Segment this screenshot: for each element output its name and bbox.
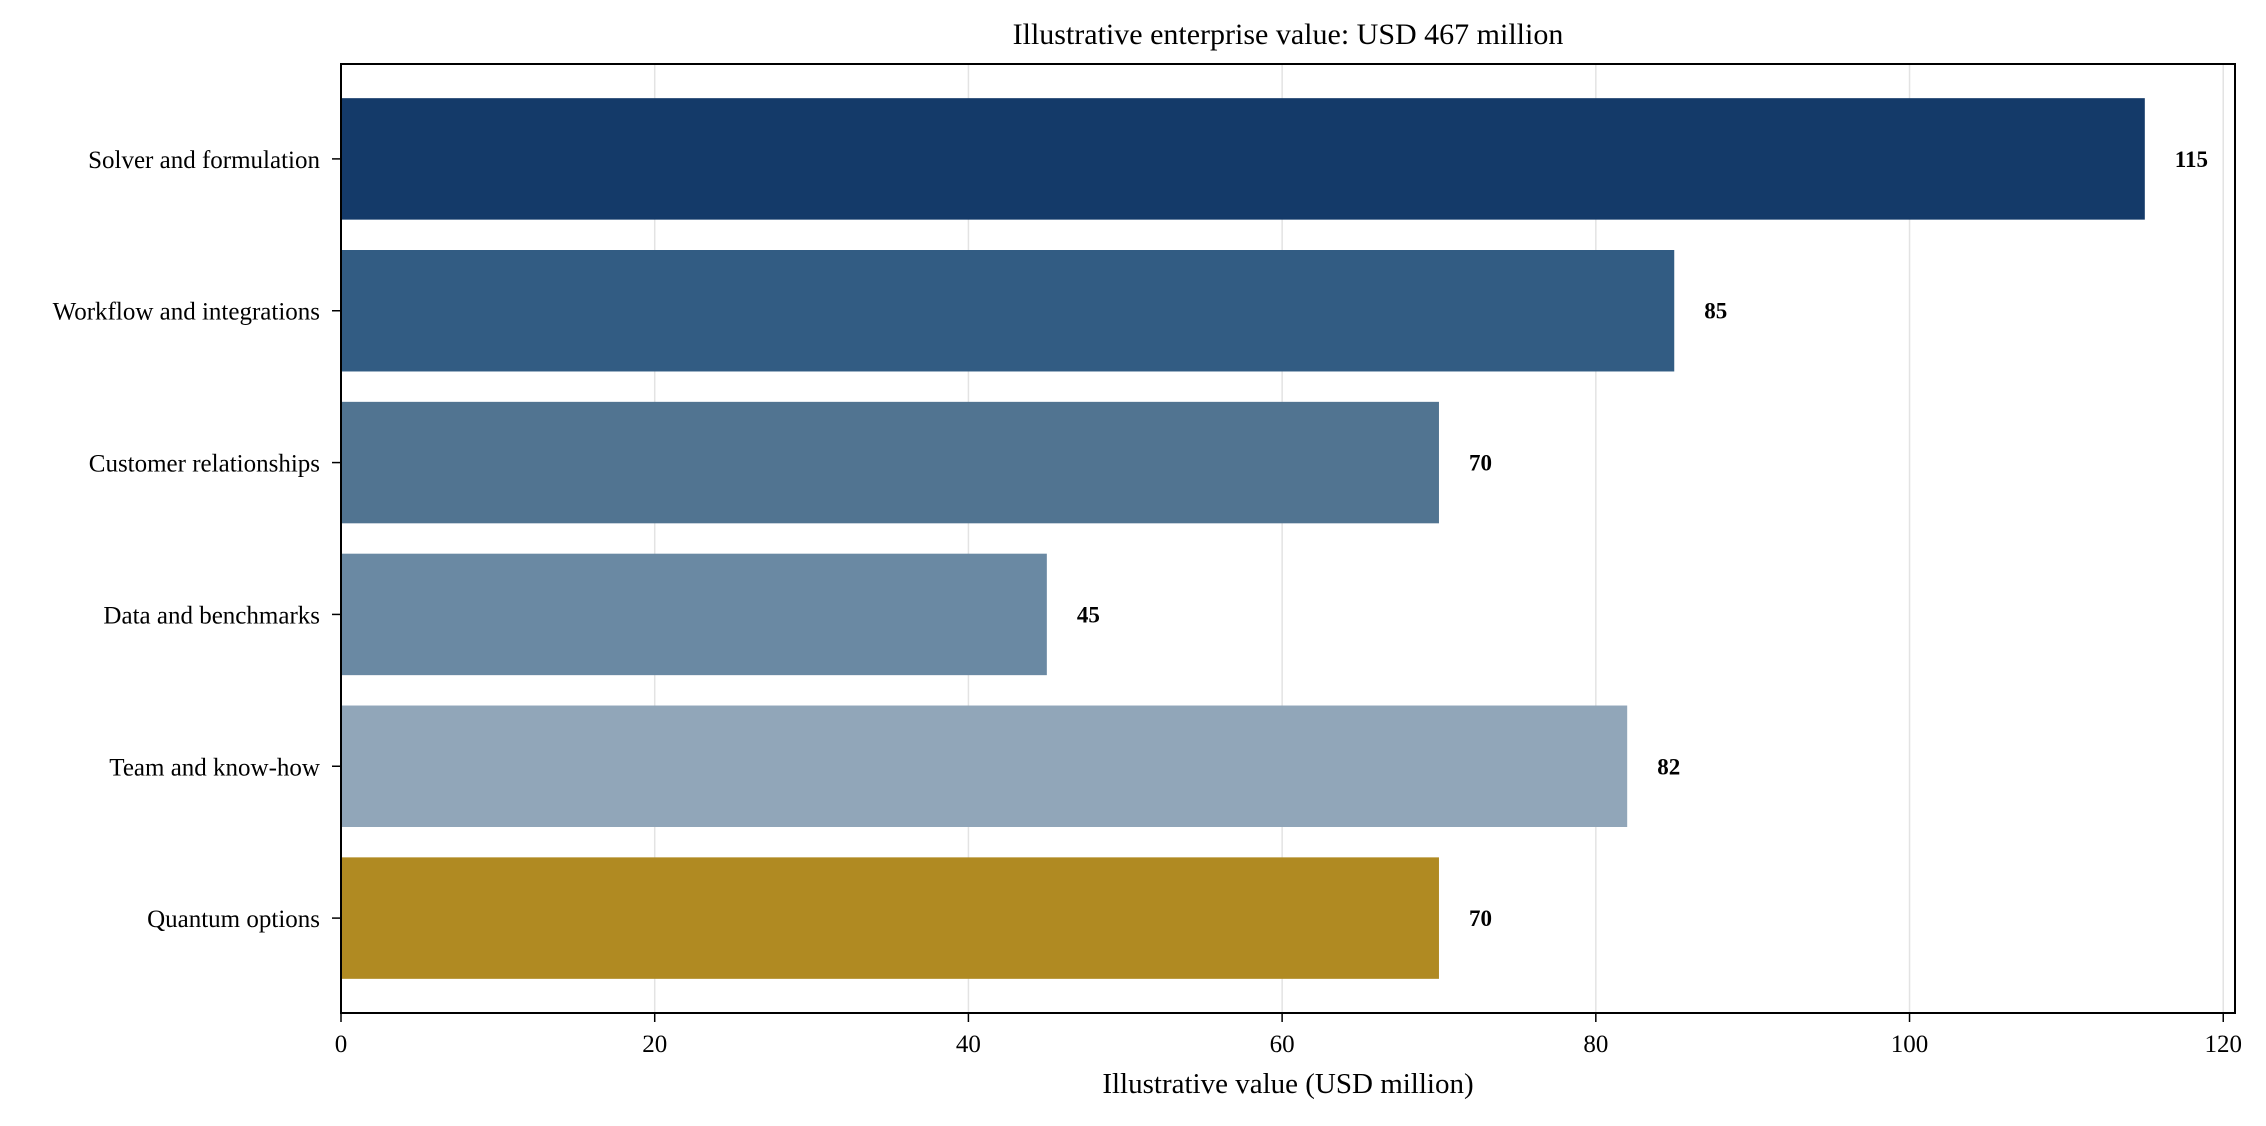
x-tick-label: 80: [1583, 1031, 1608, 1058]
x-tick-label: 60: [1270, 1031, 1295, 1058]
x-tick-label: 20: [642, 1031, 667, 1058]
bar-value-label: 115: [2175, 147, 2208, 172]
x-tick-label: 40: [956, 1031, 981, 1058]
axes-frame: [340, 63, 2236, 1014]
bar-value-label: 82: [1657, 754, 1680, 779]
bar: [341, 250, 1675, 372]
bar: [341, 553, 1047, 676]
label-layer: 115 Solver and formulation 85 Workflow and …: [53, 147, 2242, 1058]
x-tick-label: 0: [335, 1031, 348, 1058]
bar-value-label: 70: [1469, 451, 1492, 476]
y-tick-label: Solver and formulation: [88, 147, 320, 174]
bar: [341, 401, 1439, 524]
tick-layer: [332, 158, 2224, 1022]
bar: [341, 98, 2145, 220]
bar-value-label: 70: [1469, 906, 1492, 931]
bar-value-label: 45: [1077, 602, 1100, 627]
grid-layer: [653, 64, 2224, 1013]
y-tick-label: Workflow and integrations: [53, 299, 320, 326]
x-tick-label: 100: [1891, 1031, 1929, 1058]
x-tick-label: 120: [2204, 1031, 2242, 1058]
y-tick-label: Team and know-how: [109, 754, 320, 781]
y-tick-label: Data and benchmarks: [103, 602, 320, 629]
plot-frame: [340, 63, 2236, 1014]
y-tick-label: Customer relationships: [89, 451, 320, 478]
bar-layer: [341, 98, 2145, 979]
bar: [341, 705, 1628, 827]
x-axis-label: Illustrative value (USD million): [1102, 1068, 1473, 1100]
chart-title: Illustrative enterprise value: USD 467 m…: [1013, 18, 1564, 51]
y-tick-label: Quantum options: [147, 906, 320, 933]
bar: [341, 857, 1439, 979]
bar-value-label: 85: [1704, 299, 1727, 324]
